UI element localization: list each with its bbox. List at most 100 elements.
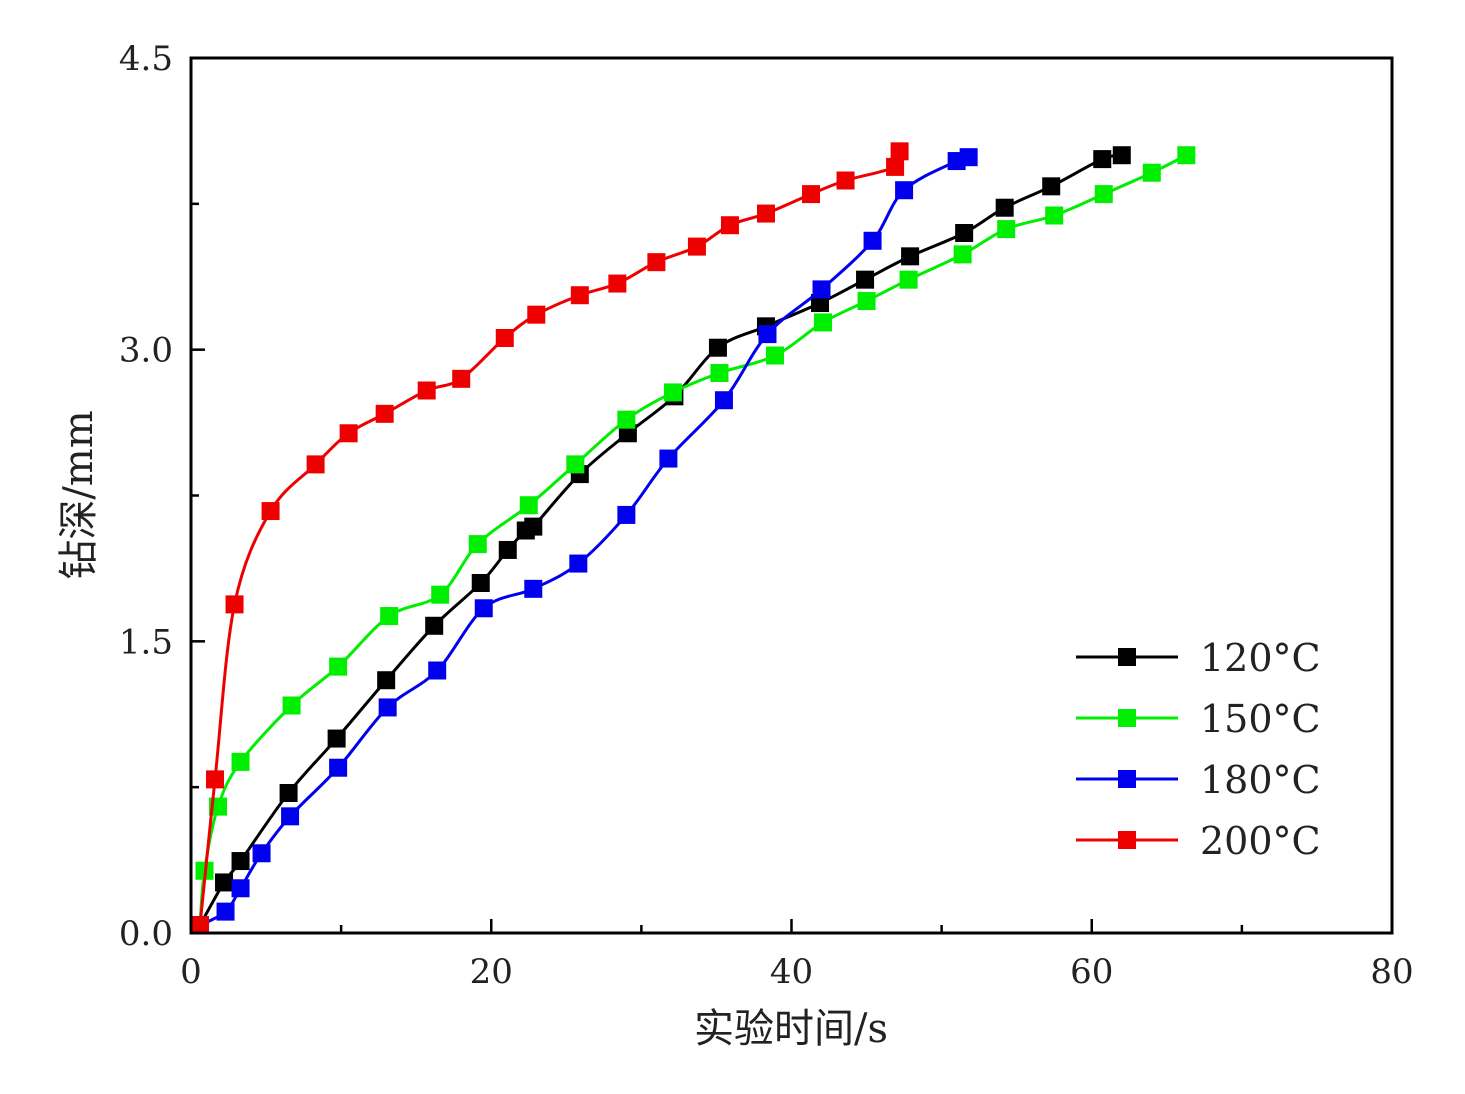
data-point — [836, 171, 855, 190]
data-point — [329, 657, 348, 676]
data-point — [225, 595, 244, 614]
y-tick-label: 0.0 — [119, 914, 173, 954]
data-point — [474, 599, 493, 618]
legend-label: 180°C — [1200, 758, 1321, 802]
data-point — [216, 902, 235, 921]
data-point — [452, 369, 471, 388]
data-point — [708, 338, 727, 357]
data-point — [895, 181, 914, 200]
data-point — [306, 455, 325, 474]
legend: 120°C 150°C 180°C 200°C — [1076, 636, 1321, 863]
series-2 — [191, 148, 978, 935]
legend-marker — [1118, 770, 1136, 788]
data-point — [377, 671, 396, 690]
data-point — [1045, 206, 1064, 225]
data-point — [252, 844, 271, 863]
y-tick-label: 1.5 — [119, 622, 173, 662]
x-tick-label: 40 — [770, 952, 813, 992]
data-point — [327, 729, 346, 748]
x-tick-label: 0 — [180, 952, 202, 992]
y-tick-label: 4.5 — [119, 39, 173, 79]
data-point — [375, 404, 394, 423]
data-point — [890, 142, 909, 161]
data-point — [714, 391, 733, 410]
data-point — [428, 661, 447, 680]
data-point — [431, 585, 450, 604]
data-point — [857, 292, 876, 311]
data-point — [231, 852, 250, 871]
data-point — [231, 879, 250, 898]
data-point — [519, 496, 538, 515]
y-axis-label: 钻深/mm — [56, 410, 102, 579]
data-point — [1042, 177, 1061, 196]
data-point — [886, 157, 905, 176]
x-tick-label: 80 — [1370, 952, 1413, 992]
data-point — [425, 616, 444, 635]
data-point — [468, 535, 487, 554]
legend-marker — [1118, 709, 1136, 727]
data-point — [524, 579, 543, 598]
legend-label: 120°C — [1200, 636, 1321, 680]
series-line — [199, 155, 970, 927]
data-point — [1112, 146, 1131, 165]
axes-layer: 0 20 40 60 80 0.0 1.5 3.0 4.5 — [119, 39, 1414, 992]
data-point — [378, 698, 397, 717]
legend-marker — [1118, 648, 1136, 666]
data-point — [765, 346, 784, 365]
data-point — [1094, 185, 1113, 204]
data-point — [279, 784, 298, 802]
data-point — [856, 270, 875, 289]
series-line — [198, 153, 1188, 926]
data-point — [663, 383, 682, 402]
data-point — [1142, 163, 1161, 182]
series-1 — [191, 146, 1196, 935]
data-point — [995, 198, 1014, 217]
data-point — [282, 696, 301, 715]
x-tick-label: 60 — [1070, 952, 1113, 992]
data-point — [495, 329, 514, 347]
data-point — [814, 313, 833, 332]
data-point — [756, 204, 775, 223]
data-point — [524, 517, 543, 536]
legend-label: 200°C — [1200, 819, 1321, 863]
data-point — [498, 540, 517, 559]
data-point — [339, 424, 358, 443]
data-point — [901, 247, 920, 266]
data-point — [1093, 150, 1112, 169]
data-point — [206, 770, 225, 789]
data-point — [281, 807, 300, 826]
series-layer — [191, 142, 1196, 935]
data-point — [812, 280, 831, 299]
data-point — [608, 274, 627, 293]
legend-marker — [1118, 831, 1136, 849]
data-point — [997, 220, 1016, 239]
data-point — [617, 410, 636, 429]
data-point — [687, 237, 706, 256]
series-line — [198, 150, 902, 926]
data-point — [231, 752, 250, 771]
data-point — [566, 455, 585, 474]
data-point — [617, 505, 636, 524]
data-point — [720, 216, 739, 235]
data-point — [1177, 146, 1196, 165]
data-point — [618, 424, 637, 443]
data-point — [261, 502, 280, 521]
data-point — [959, 148, 978, 167]
data-point — [758, 325, 777, 344]
data-point — [191, 916, 210, 935]
data-point — [417, 381, 436, 400]
data-point — [710, 364, 729, 382]
data-point — [527, 305, 546, 324]
data-point — [659, 449, 678, 468]
data-point — [471, 574, 490, 592]
data-point — [802, 185, 821, 204]
data-point — [899, 270, 918, 289]
series-3 — [191, 142, 909, 935]
legend-label: 150°C — [1200, 697, 1321, 741]
x-axis-label: 实验时间/s — [694, 1006, 888, 1052]
data-point — [811, 294, 830, 312]
data-point — [863, 231, 882, 250]
data-point — [380, 607, 399, 626]
data-point — [329, 758, 348, 777]
